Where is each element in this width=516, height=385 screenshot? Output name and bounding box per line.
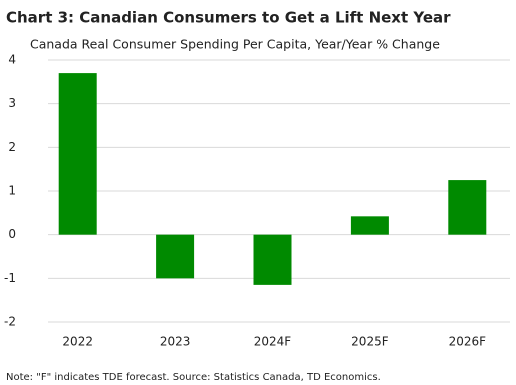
- x-tick-label: 2025F: [351, 335, 389, 349]
- y-tick-label: 4: [8, 53, 16, 67]
- x-tick-label: 2024F: [254, 335, 292, 349]
- y-tick-label: 3: [8, 96, 16, 110]
- chart-note: Note: "F" indicates TDE forecast. Source…: [6, 372, 381, 383]
- x-tick-label: 2023: [160, 335, 191, 349]
- bar: [350, 216, 389, 235]
- chart-title: Chart 3: Canadian Consumers to Get a Lif…: [6, 9, 451, 27]
- y-tick-label: -2: [4, 315, 16, 329]
- y-tick-label: -1: [4, 271, 16, 285]
- x-tick-label: 2026F: [449, 335, 487, 349]
- y-tick-label: 2: [8, 140, 16, 154]
- bar: [156, 234, 195, 279]
- bar: [253, 234, 292, 285]
- y-tick-label: 1: [8, 184, 16, 198]
- bar: [58, 73, 97, 235]
- x-tick-label: 2022: [62, 335, 93, 349]
- y-tick-label: 0: [8, 227, 16, 241]
- bar: [448, 180, 487, 235]
- chart-subtitle: Canada Real Consumer Spending Per Capita…: [30, 37, 440, 52]
